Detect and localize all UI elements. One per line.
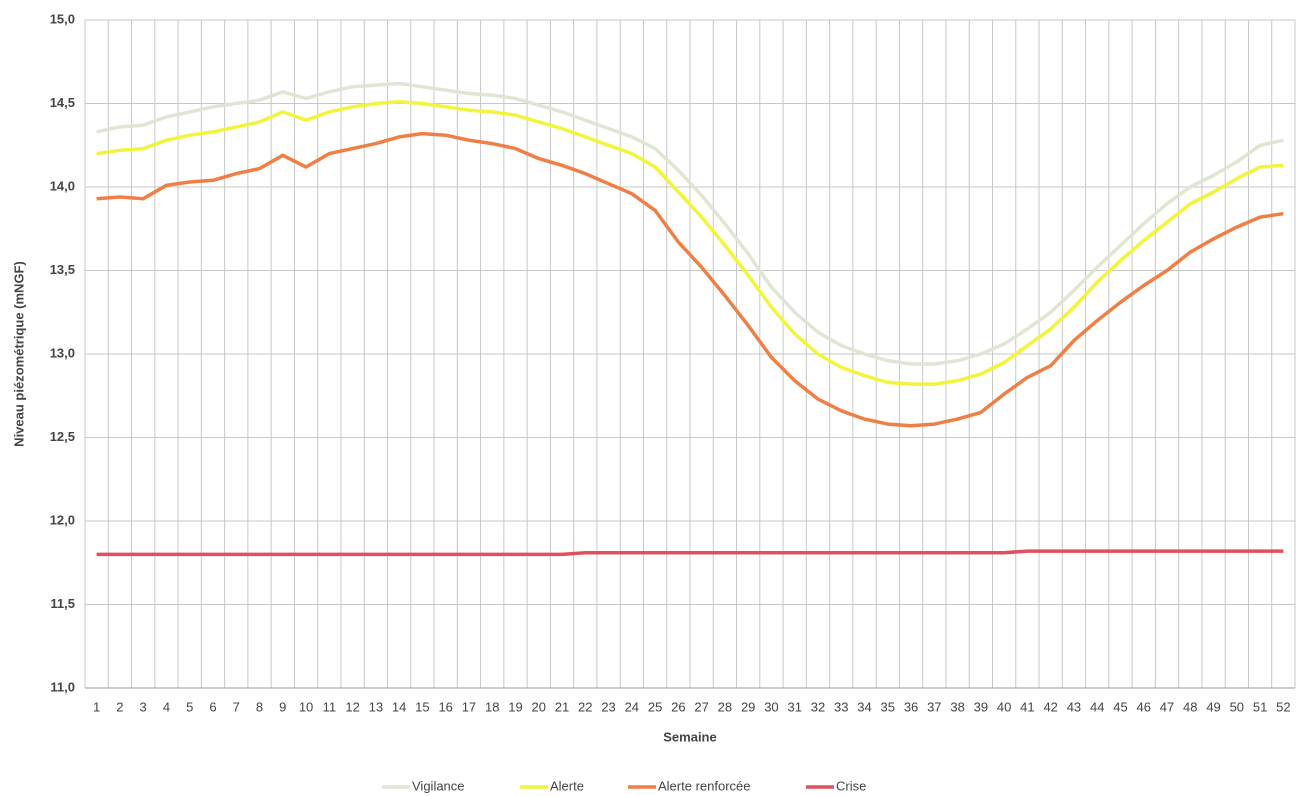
x-tick-label: 51 <box>1253 699 1267 714</box>
series-line <box>96 100 1284 386</box>
series-line <box>96 131 1284 428</box>
x-tick-label: 50 <box>1230 699 1244 714</box>
x-tick-label: 10 <box>299 699 313 714</box>
y-tick-label: 15,0 <box>50 11 75 26</box>
x-tick-label: 26 <box>671 699 685 714</box>
y-tick-label: 12,5 <box>50 429 75 444</box>
x-tick-label: 21 <box>555 699 569 714</box>
legend-label: Alerte <box>550 778 584 793</box>
x-tick-label: 39 <box>974 699 988 714</box>
x-tick-label: 20 <box>532 699 546 714</box>
series-line <box>96 549 1284 557</box>
x-tick-label: 49 <box>1206 699 1220 714</box>
x-tick-label: 11 <box>323 699 337 714</box>
legend-label: Crise <box>836 778 866 793</box>
x-tick-label: 22 <box>578 699 592 714</box>
x-tick-label: 9 <box>279 699 286 714</box>
x-tick-label: 13 <box>369 699 383 714</box>
x-tick-label: 16 <box>438 699 452 714</box>
y-tick-label: 14,0 <box>50 178 75 193</box>
x-tick-label: 8 <box>256 699 263 714</box>
y-tick-label: 12,0 <box>50 512 75 527</box>
x-tick-label: 3 <box>140 699 147 714</box>
x-tick-label: 48 <box>1183 699 1197 714</box>
legend-label: Vigilance <box>412 778 465 793</box>
x-tick-label: 12 <box>345 699 359 714</box>
x-tick-label: 46 <box>1137 699 1151 714</box>
x-tick-label: 24 <box>625 699 639 714</box>
x-tick-label: 32 <box>811 699 825 714</box>
x-tick-label: 38 <box>950 699 964 714</box>
x-tick-label: 5 <box>186 699 193 714</box>
x-tick-label: 4 <box>163 699 170 714</box>
x-tick-label: 15 <box>415 699 429 714</box>
x-tick-label: 37 <box>927 699 941 714</box>
y-tick-label: 11,5 <box>50 596 75 611</box>
x-tick-label: 7 <box>233 699 240 714</box>
x-tick-label: 31 <box>787 699 801 714</box>
y-tick-label: 13,5 <box>50 262 75 277</box>
x-tick-label: 1 <box>93 699 100 714</box>
x-tick-label: 28 <box>718 699 732 714</box>
x-tick-label: 40 <box>997 699 1011 714</box>
x-tick-label: 33 <box>834 699 848 714</box>
y-tick-label: 13,0 <box>50 345 75 360</box>
x-tick-label: 27 <box>694 699 708 714</box>
y-tick-label: 14,5 <box>50 95 75 110</box>
x-tick-label: 17 <box>462 699 476 714</box>
x-tick-label: 47 <box>1160 699 1174 714</box>
x-tick-label: 45 <box>1113 699 1127 714</box>
x-tick-label: 14 <box>392 699 406 714</box>
x-tick-label: 36 <box>904 699 918 714</box>
x-tick-label: 19 <box>508 699 522 714</box>
y-tick-label: 11,0 <box>50 679 75 694</box>
x-tick-label: 42 <box>1043 699 1057 714</box>
x-tick-label: 34 <box>857 699 871 714</box>
x-tick-label: 29 <box>741 699 755 714</box>
x-tick-label: 6 <box>209 699 216 714</box>
x-tick-label: 41 <box>1020 699 1034 714</box>
x-tick-label: 44 <box>1090 699 1104 714</box>
x-axis-label: Semaine <box>663 729 716 744</box>
x-tick-label: 43 <box>1067 699 1081 714</box>
x-tick-label: 23 <box>601 699 615 714</box>
x-tick-label: 25 <box>648 699 662 714</box>
x-tick-label: 35 <box>881 699 895 714</box>
x-tick-label: 18 <box>485 699 499 714</box>
x-tick-label: 52 <box>1276 699 1290 714</box>
x-tick-label: 2 <box>116 699 123 714</box>
legend-label: Alerte renforcée <box>658 778 751 793</box>
x-tick-label: 30 <box>764 699 778 714</box>
series-line <box>96 81 1284 366</box>
y-axis-label: Niveau piézométrique (mNGF) <box>11 261 26 447</box>
